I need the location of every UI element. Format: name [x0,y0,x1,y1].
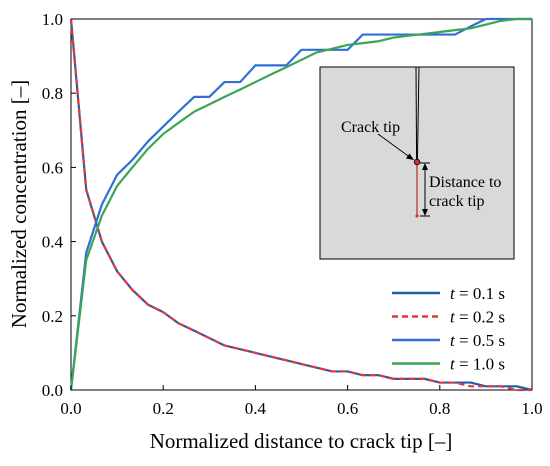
legend-label-variable: t [450,355,456,374]
x-tick-label: 0.2 [153,399,174,418]
legend: t = 0.1 st = 0.2 st = 0.5 st = 1.0 s [392,284,505,374]
dimension-arrowhead-top [422,163,428,170]
legend-label-variable: t [450,284,456,303]
series-line-4 [69,17,532,391]
legend-label-value: = 1.0 s [455,355,505,374]
distance-label-line1: Distance to [429,174,501,191]
crack-inset: Crack tip Distance to crack tip [319,66,515,260]
y-tick-label: 0.0 [42,381,63,400]
legend-label-value: = 0.1 s [455,284,505,303]
x-axis-title: Normalized distance to crack tip [–] [150,429,453,453]
crack-tip-arrowhead [406,153,414,160]
legend-label-1: t = 0.1 s [450,284,505,303]
y-tick-label: 0.2 [42,307,63,326]
series-layer [69,17,533,392]
y-tick-label: 1.0 [42,10,63,29]
legend-label-value: = 0.5 s [455,331,505,350]
x-tick-label: 0.6 [337,399,358,418]
legend-label-variable: t [450,308,456,327]
legend-label-3: t = 0.5 s [450,331,505,350]
x-tick-label: 1.0 [521,399,542,418]
axes-layer: 0.0 0.2 0.4 0.6 0.8 1.0 0.0 0.2 0.4 0.6 0.8 1.0 [42,10,543,418]
distance-label-line2: crack tip [429,193,485,210]
crack-tip-arrow [377,133,412,159]
legend-label-variable: t [450,331,456,350]
crack-line-left [415,66,418,162]
distance-end-marker [415,214,419,218]
legend-label-2: t = 0.2 s [450,308,505,327]
crack-tip-label: Crack tip [341,119,400,136]
crack-line-right [416,66,420,162]
series-line-3 [69,17,532,391]
y-tick-label: 0.8 [42,84,63,103]
x-tick-label: 0.0 [60,399,81,418]
x-tick-label: 0.4 [245,399,267,418]
y-tick-label: 0.4 [42,233,64,252]
dimension-arrowhead-bottom [422,209,428,216]
x-tick-label: 0.8 [429,399,450,418]
series-line-2 [69,18,532,392]
legend-label-4: t = 1.0 s [450,355,505,374]
y-tick-label: 0.6 [42,158,63,177]
y-axis-title: Normalized concentration [–] [7,80,31,328]
crack-tip-marker [413,158,421,166]
legend-label-value: = 0.2 s [455,308,505,327]
